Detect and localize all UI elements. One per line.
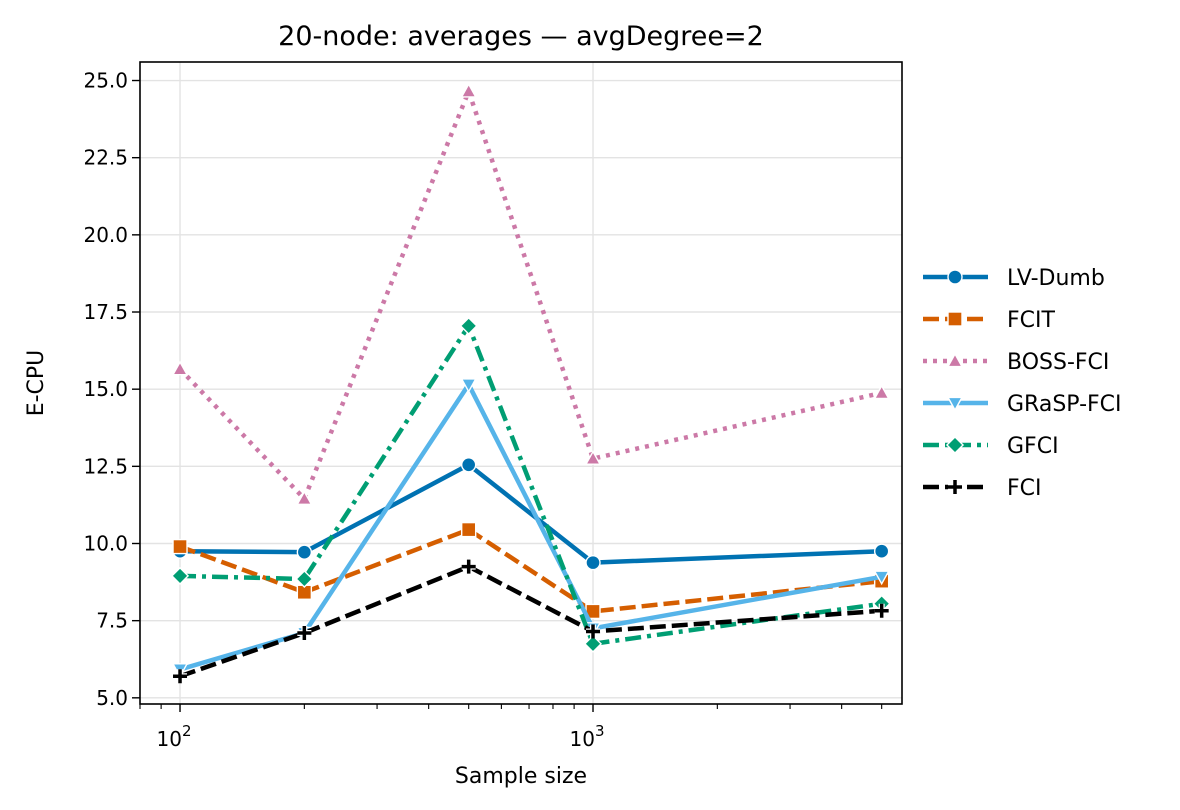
data-point	[296, 490, 313, 506]
legend-swatch-marker	[945, 435, 965, 455]
y-tick-label: 22.5	[83, 146, 128, 170]
legend-item: FCI	[923, 476, 1042, 501]
legend: LV-Dumb FCIT BOSS-FCI GRaSP-FCI GFCI FCI	[923, 266, 1122, 501]
legend-item: GRaSP-FCI	[923, 392, 1122, 417]
legend-label: GRaSP-FCI	[1007, 392, 1122, 417]
y-tick-label: 5.0	[96, 686, 128, 710]
legend-swatch-marker	[947, 311, 963, 327]
data-point	[173, 669, 188, 684]
plot-frame	[139, 61, 903, 705]
series-gfci	[170, 316, 891, 653]
legend-item: GFCI	[923, 434, 1059, 459]
legend-label: FCIT	[1007, 308, 1056, 333]
y-tick-label: 7.5	[96, 609, 128, 633]
x-tick-label: 102	[157, 722, 192, 751]
x-axis-label: Sample size	[455, 764, 587, 789]
data-point	[461, 559, 476, 574]
data-point	[295, 569, 314, 589]
series-boss-fci	[171, 82, 890, 506]
data-point	[874, 603, 889, 618]
data-point	[296, 544, 313, 560]
data-point	[873, 543, 890, 559]
data-point	[584, 450, 602, 465]
data-point	[459, 316, 478, 335]
x-tick-exponent: 2	[182, 722, 192, 740]
legend-item: BOSS-FCI	[923, 350, 1109, 375]
x-tick-base: 10	[570, 727, 595, 751]
legend-label: BOSS-FCI	[1007, 350, 1109, 375]
x-tick-base: 10	[157, 727, 182, 751]
data-point	[170, 566, 190, 585]
x-tick-exponent: 3	[595, 722, 605, 740]
data-point	[583, 634, 603, 653]
data-point	[873, 384, 890, 400]
data-point	[873, 570, 890, 586]
data-point	[171, 360, 189, 376]
series-fci	[173, 559, 889, 684]
legend-item: FCIT	[923, 308, 1056, 333]
data-point	[297, 626, 312, 641]
data-point	[460, 521, 477, 538]
legend-swatch-marker	[947, 269, 963, 285]
y-tick-label: 17.5	[83, 300, 128, 324]
legend-swatch-marker	[946, 352, 964, 368]
x-tick-label: 103	[570, 722, 605, 751]
y-tick-label: 15.0	[83, 377, 128, 401]
data-point	[172, 538, 188, 555]
chart-title: 20-node: averages — avgDegree=2	[278, 21, 764, 52]
y-tick-label: 25.0	[83, 69, 128, 93]
y-tick-label: 20.0	[83, 223, 128, 247]
data-point	[460, 378, 477, 393]
y-tick-label: 12.5	[83, 454, 128, 478]
legend-label: GFCI	[1007, 434, 1059, 459]
y-axis-label: E-CPU	[24, 350, 49, 417]
legend-swatch-marker	[948, 480, 962, 494]
legend-swatch-marker	[946, 396, 964, 412]
data-point	[586, 624, 601, 639]
data-point	[585, 554, 601, 571]
series-layer	[170, 82, 891, 684]
y-tick-label: 10.0	[83, 532, 128, 556]
legend-item: LV-Dumb	[923, 266, 1105, 291]
legend-label: LV-Dumb	[1007, 266, 1105, 291]
data-point	[460, 457, 477, 473]
data-point	[460, 82, 477, 98]
grid-lines	[140, 62, 902, 704]
legend-label: FCI	[1007, 476, 1042, 501]
